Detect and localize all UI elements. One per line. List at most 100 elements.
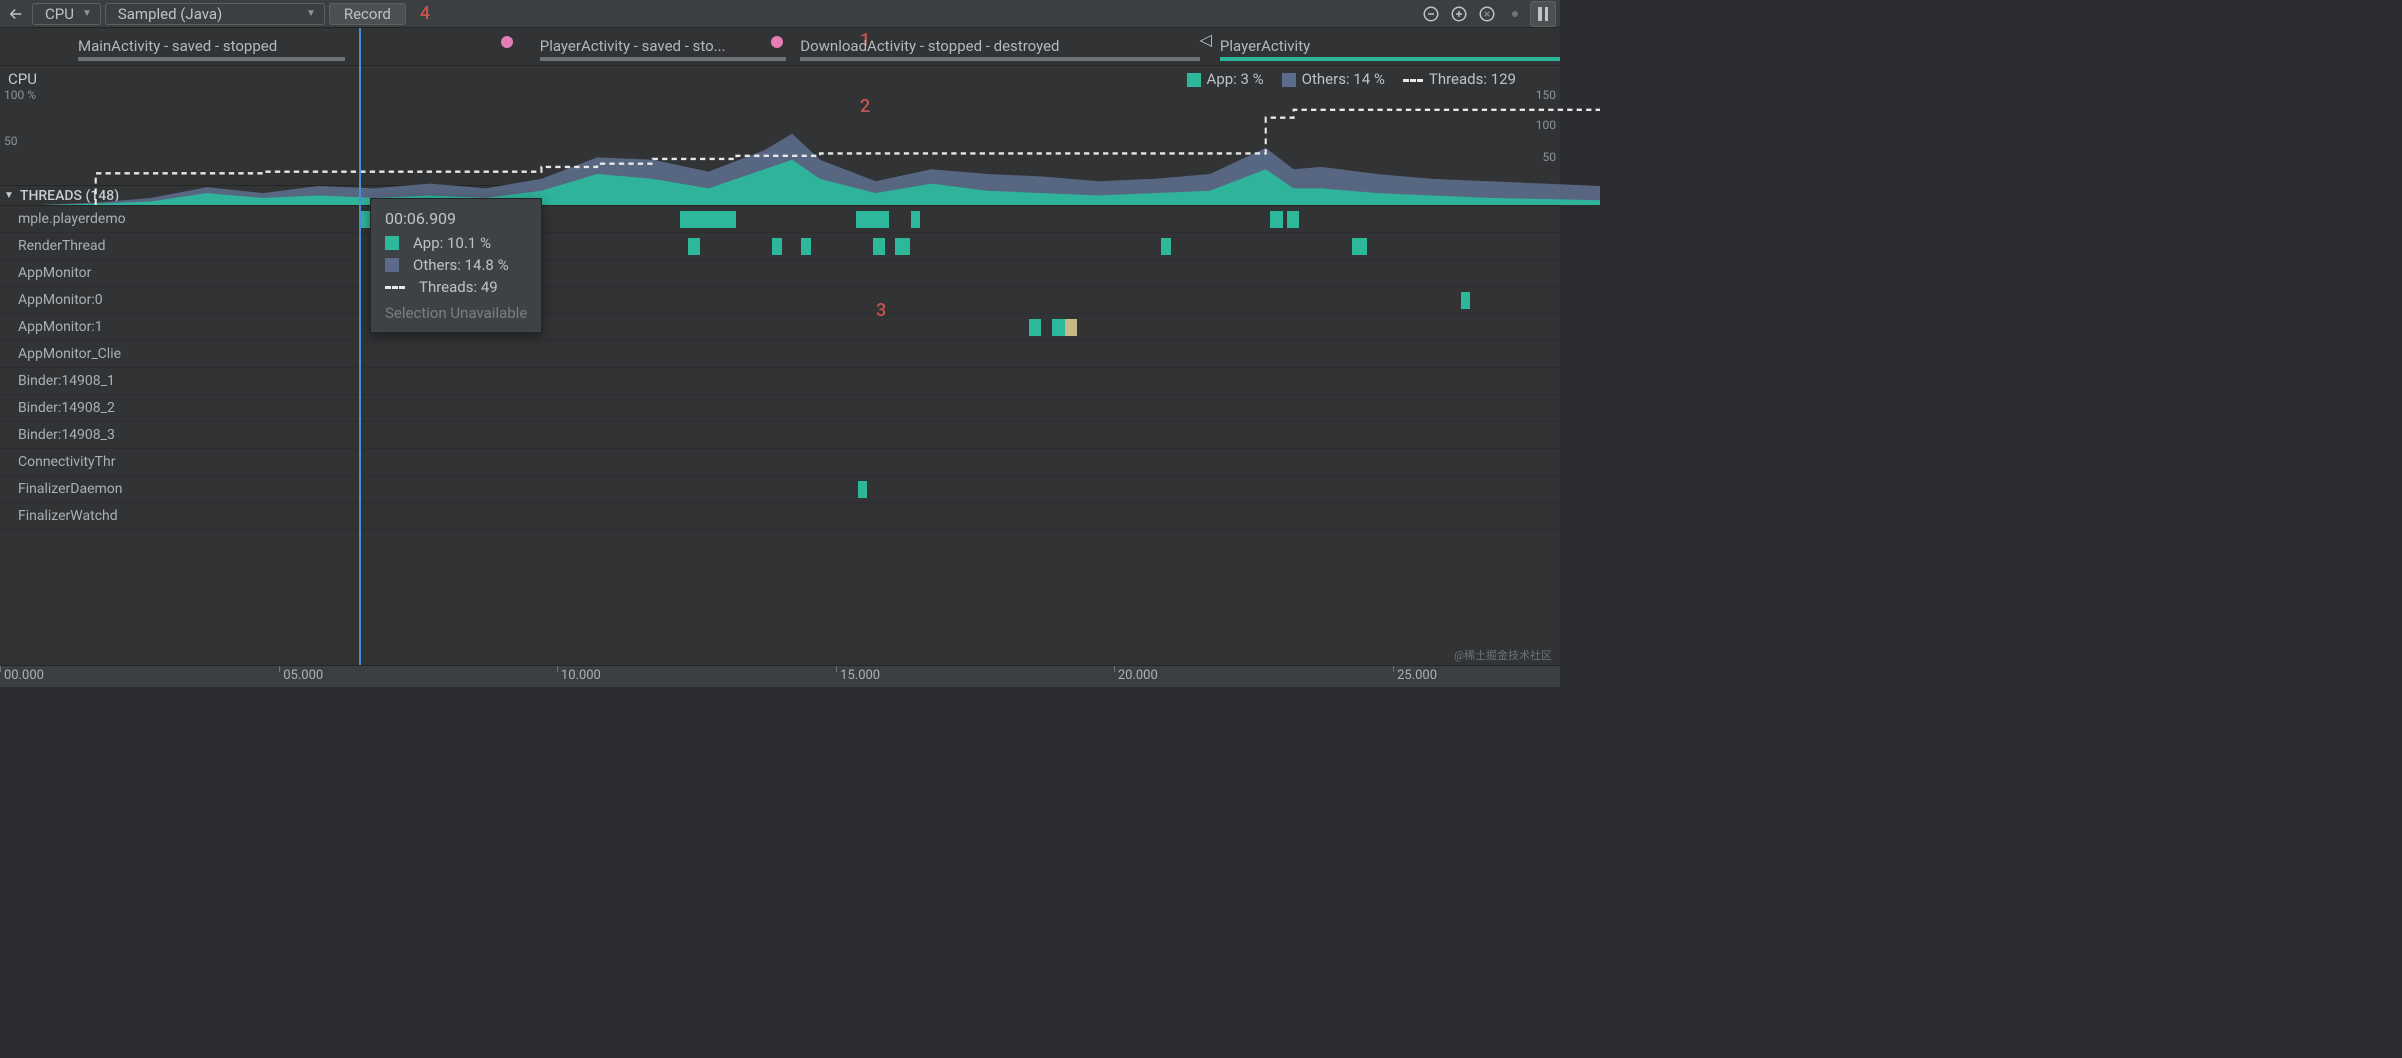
annotation-4: 4 — [420, 3, 430, 24]
mode-select[interactable]: Sampled (Java) ▼ — [105, 3, 325, 25]
thread-name: AppMonitor:0 — [0, 292, 180, 308]
y-left-100: 100 % — [4, 88, 36, 102]
thread-row[interactable]: Binder:14908_1 — [0, 368, 1560, 395]
activity-item[interactable]: PlayerActivity — [1220, 37, 1560, 61]
activity-timeline[interactable]: 1 MainActivity - saved - stoppedPlayerAc… — [0, 28, 1560, 66]
thread-row[interactable]: AppMonitor — [0, 260, 1560, 287]
activity-item[interactable]: PlayerActivity - saved - sto... — [540, 37, 786, 61]
activity-label: MainActivity - saved - stopped — [78, 37, 345, 55]
zoom-out-button[interactable] — [1418, 1, 1444, 27]
profiler-select-label: CPU — [45, 5, 74, 23]
axis-tick: 00.000 — [4, 668, 44, 683]
thread-activity-bar — [1029, 319, 1041, 336]
thread-bars — [180, 449, 1560, 475]
pause-button[interactable] — [1530, 1, 1556, 27]
activity-label: PlayerActivity - saved - sto... — [540, 37, 786, 55]
thread-name: AppMonitor_Clie — [0, 346, 180, 362]
activity-item[interactable]: DownloadActivity - stopped - destroyed — [800, 37, 1199, 61]
cpu-chart[interactable]: CPU 2 App: 3 % Others: 14 % Threads: 129… — [0, 66, 1560, 186]
profiler-toolbar: CPU ▼ Sampled (Java) ▼ Record 4 — [0, 0, 1560, 28]
thread-row[interactable]: ConnectivityThr — [0, 449, 1560, 476]
back-button[interactable] — [4, 2, 28, 26]
thread-row[interactable]: AppMonitor:1 — [0, 314, 1560, 341]
thread-name: ConnectivityThr — [0, 454, 180, 470]
activity-bar — [1220, 57, 1560, 61]
thread-activity-bar — [895, 238, 910, 255]
thread-row[interactable]: Binder:14908_3 — [0, 422, 1560, 449]
thread-row[interactable]: mple.playerdemo — [0, 206, 1560, 233]
thread-activity-bar — [1287, 211, 1299, 228]
thread-row[interactable]: FinalizerDaemon — [0, 476, 1560, 503]
y-left-50: 50 — [4, 134, 18, 148]
activity-item[interactable]: MainActivity - saved - stopped — [78, 37, 345, 61]
playhead[interactable] — [359, 28, 361, 665]
cpu-title: CPU — [8, 70, 37, 88]
thread-activity-bar — [680, 211, 737, 228]
mode-select-label: Sampled (Java) — [118, 5, 222, 23]
thread-row[interactable]: RenderThread — [0, 233, 1560, 260]
legend-others-swatch — [1282, 73, 1296, 87]
threads-list: 3 mple.playerdemo RenderThread AppMonitor A… — [0, 206, 1560, 530]
watermark: @稀土掘金技术社区 — [1454, 647, 1552, 663]
thread-activity-bar — [911, 211, 919, 228]
thread-bars — [180, 341, 1560, 367]
thread-bars — [180, 503, 1560, 529]
thread-bars — [180, 476, 1560, 502]
thread-row[interactable]: AppMonitor:0 — [0, 287, 1560, 314]
thread-activity-bar — [1352, 238, 1367, 255]
tooltip-app-swatch — [385, 236, 399, 250]
thread-activity-bar — [1270, 211, 1282, 228]
thread-activity-bar — [858, 481, 868, 498]
activity-dot — [501, 36, 513, 48]
profiler-select[interactable]: CPU ▼ — [32, 3, 101, 25]
chevron-down-icon: ▼ — [306, 8, 316, 19]
tooltip-time: 00:06.909 — [385, 209, 527, 228]
thread-name: Binder:14908_1 — [0, 373, 180, 389]
reset-zoom-button[interactable] — [1474, 1, 1500, 27]
collapse-icon: ▼ — [4, 190, 14, 201]
zoom-in-button[interactable] — [1446, 1, 1472, 27]
thread-row[interactable]: AppMonitor_Clie — [0, 341, 1560, 368]
thread-row[interactable]: FinalizerWatchd — [0, 503, 1560, 530]
activity-bar — [540, 57, 786, 61]
thread-name: AppMonitor — [0, 265, 180, 281]
thread-row[interactable]: Binder:14908_2 — [0, 395, 1560, 422]
thread-activity-bar — [1065, 319, 1077, 336]
thread-activity-bar — [1461, 292, 1471, 309]
thread-activity-bar — [1161, 238, 1171, 255]
time-axis[interactable]: 00.000 05.000 10.000 15.000 20.000 25.000 — [0, 665, 1560, 687]
tooltip-others-swatch — [385, 258, 399, 272]
live-button[interactable] — [1502, 1, 1528, 27]
annotation-3: 3 — [876, 300, 886, 321]
thread-activity-bar — [772, 238, 782, 255]
thread-activity-bar — [873, 238, 885, 255]
thread-name: Binder:14908_3 — [0, 427, 180, 443]
timeline-marker: ◁ — [1200, 30, 1212, 49]
cpu-chart-svg — [40, 86, 1600, 205]
thread-name: RenderThread — [0, 238, 180, 254]
chevron-down-icon: ▼ — [82, 8, 92, 19]
axis-tick: 05.000 — [283, 668, 323, 683]
thread-bars — [180, 422, 1560, 448]
tooltip-threads-swatch — [385, 286, 405, 289]
activity-label: PlayerActivity — [1220, 37, 1560, 55]
thread-activity-bar — [1052, 319, 1064, 336]
thread-name: AppMonitor:1 — [0, 319, 180, 335]
thread-name: Binder:14908_2 — [0, 400, 180, 416]
axis-tick: 15.000 — [840, 668, 880, 683]
thread-bars — [180, 368, 1560, 394]
thread-activity-bar — [869, 211, 890, 228]
axis-tick: 25.000 — [1397, 668, 1437, 683]
axis-tick: 20.000 — [1118, 668, 1158, 683]
axis-tick: 10.000 — [561, 668, 601, 683]
thread-name: mple.playerdemo — [0, 211, 180, 227]
thread-name: FinalizerDaemon — [0, 481, 180, 497]
legend-threads-swatch — [1403, 79, 1423, 82]
activity-label: DownloadActivity - stopped - destroyed — [800, 37, 1199, 55]
thread-activity-bar — [688, 238, 700, 255]
record-button[interactable]: Record — [329, 3, 406, 25]
thread-name: FinalizerWatchd — [0, 508, 180, 524]
chart-tooltip: 00:06.909 App: 10.1 % Others: 14.8 % Thr… — [370, 198, 542, 333]
thread-bars — [180, 395, 1560, 421]
tooltip-unavailable: Selection Unavailable — [385, 304, 527, 322]
